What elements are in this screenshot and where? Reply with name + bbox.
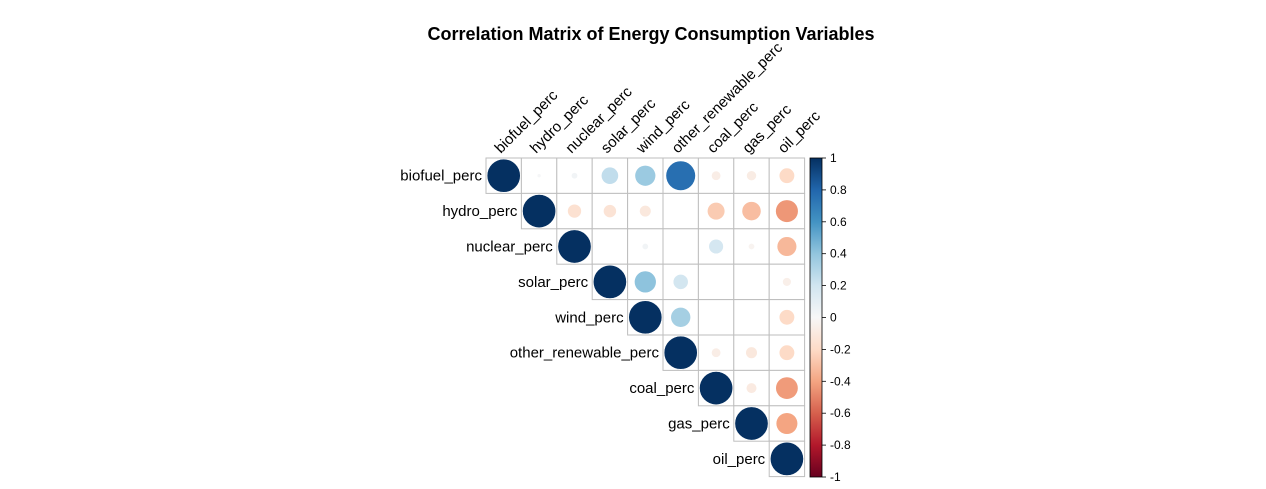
correlation-circle (711, 348, 721, 358)
colorbar-tick-label: -0.6 (830, 406, 851, 420)
correlation-circle (711, 171, 721, 181)
colorbar: 1 0.8 0.6 0.4 0.2 0 -0.2 -0.4 -0.6 -0.8 -1 (809, 151, 851, 484)
correlation-circle (639, 205, 651, 217)
correlation-circle (666, 161, 696, 191)
colorbar-tick-label: 0.8 (830, 183, 847, 197)
colorbar-tick-label: -0.4 (830, 374, 851, 388)
correlation-circle (776, 412, 798, 435)
correlation-circle (746, 170, 757, 181)
correlation-circle (707, 202, 725, 220)
colorbar-tick-label: -0.2 (830, 342, 851, 356)
matrix-circles (486, 158, 804, 476)
correlation-circle (634, 271, 656, 293)
correlation-circle (775, 200, 798, 223)
row-labels: biofuel_perc hydro_perc nuclear_perc solar_… (400, 168, 765, 468)
matrix-cell (591, 228, 629, 265)
column-labels: biofuel_perchydro_percnuclear_percsolar_… (492, 39, 825, 158)
correlation-circle (592, 264, 627, 299)
colorbar-tick-label: 0 (830, 311, 837, 325)
matrix-cell (733, 157, 770, 194)
matrix-cell (697, 228, 735, 265)
row-label: other_renewable_perc (510, 345, 660, 362)
matrix-cell (733, 299, 770, 336)
correlation-circle (779, 168, 795, 184)
row-label: hydro_perc (442, 203, 518, 220)
matrix-cell (768, 334, 806, 371)
correlation-circle (603, 204, 617, 218)
row-label: coal_perc (629, 380, 695, 397)
correlation-circle (601, 167, 619, 185)
correlation-circle (571, 172, 578, 179)
correlation-circle (782, 277, 791, 286)
matrix-cell (768, 263, 806, 301)
correlation-circle (699, 371, 734, 406)
colorbar-tick-label: 0.6 (830, 215, 847, 229)
correlation-circle (779, 309, 795, 325)
correlation-circle (557, 229, 592, 264)
matrix-cell (733, 263, 770, 301)
colorbar-gradient (809, 157, 823, 478)
correlation-circle (775, 377, 798, 400)
row-label: nuclear_perc (466, 239, 553, 256)
correlation-circle (663, 335, 698, 370)
correlation-circle (486, 158, 521, 193)
colorbar-tick-label: 0.4 (830, 247, 847, 261)
colorbar-tick-label: 1 (830, 151, 837, 165)
correlation-circle (635, 165, 656, 186)
colorbar-tick-label: -1 (830, 470, 841, 484)
correlation-circle (522, 194, 557, 229)
colorbar-tick-label: -0.8 (830, 438, 851, 452)
correlation-circle (537, 174, 541, 178)
correlation-circle (673, 274, 688, 290)
correlation-circle (769, 441, 804, 476)
colorbar-tick-label: 0.2 (830, 279, 847, 293)
row-label: gas_perc (668, 416, 730, 433)
row-label: solar_perc (518, 274, 589, 291)
correlation-circle (742, 201, 761, 221)
correlation-circle (642, 243, 649, 250)
matrix-cell (697, 299, 735, 336)
chart-title: Correlation Matrix of Energy Consumption… (427, 24, 874, 44)
correlation-circle (628, 300, 663, 335)
matrix-cell (697, 263, 735, 301)
correlation-circle (709, 239, 724, 254)
row-label: oil_perc (713, 451, 766, 468)
matrix-cell (662, 228, 699, 265)
row-label: biofuel_perc (400, 168, 482, 185)
correlation-circle (670, 307, 691, 328)
correlation-circle (746, 383, 757, 394)
correlation-circle (777, 236, 797, 257)
matrix-cell (662, 192, 699, 230)
correlation-circle (745, 347, 758, 359)
correlation-circle (779, 345, 795, 361)
correlation-circle (734, 406, 769, 441)
correlation-circle (567, 204, 582, 218)
correlation-circle (748, 243, 755, 250)
row-label: wind_perc (554, 309, 624, 326)
